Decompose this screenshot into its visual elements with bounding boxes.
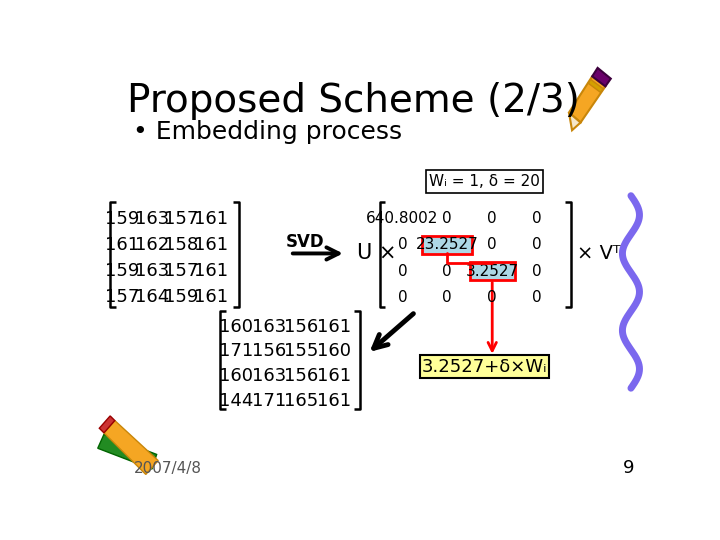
Text: 157: 157 (105, 288, 140, 306)
Text: 159: 159 (164, 288, 199, 306)
Text: 161: 161 (194, 236, 228, 254)
Polygon shape (588, 79, 603, 92)
Text: 0: 0 (443, 264, 452, 279)
Text: 158: 158 (164, 236, 199, 254)
Text: 155: 155 (284, 342, 319, 360)
Text: 161: 161 (317, 392, 351, 409)
Text: 156: 156 (284, 318, 319, 335)
Text: Proposed Scheme (2/3): Proposed Scheme (2/3) (127, 82, 580, 120)
Text: 162: 162 (135, 236, 169, 254)
Text: 0: 0 (397, 238, 407, 253)
FancyBboxPatch shape (423, 236, 472, 254)
Text: 159: 159 (105, 262, 140, 280)
Polygon shape (104, 421, 158, 475)
Text: 165: 165 (284, 392, 319, 409)
Text: 161: 161 (317, 318, 351, 335)
FancyBboxPatch shape (426, 170, 544, 193)
Text: Wᵢ = 1, δ = 20: Wᵢ = 1, δ = 20 (429, 174, 540, 190)
Text: 0: 0 (532, 238, 542, 253)
Text: 157: 157 (164, 262, 199, 280)
Text: 161: 161 (317, 367, 351, 385)
Text: 0: 0 (487, 290, 497, 305)
Text: 157: 157 (164, 210, 199, 228)
Text: 159: 159 (105, 210, 140, 228)
Text: 171: 171 (220, 342, 253, 360)
Text: 0: 0 (443, 290, 452, 305)
Text: 0: 0 (397, 290, 407, 305)
Text: 0: 0 (487, 238, 497, 253)
Text: 161: 161 (194, 210, 228, 228)
Polygon shape (569, 76, 606, 123)
Text: 640.8002: 640.8002 (366, 211, 438, 226)
Polygon shape (569, 112, 580, 130)
Text: 161: 161 (106, 236, 140, 254)
Text: × Vᵀ: × Vᵀ (577, 244, 620, 263)
Text: 0: 0 (397, 264, 407, 279)
Text: 163: 163 (252, 367, 286, 385)
Text: 2007/4/8: 2007/4/8 (133, 461, 202, 476)
Polygon shape (98, 434, 157, 469)
Text: 3.2527: 3.2527 (466, 264, 519, 279)
Text: 163: 163 (135, 210, 169, 228)
Text: 23.2527: 23.2527 (416, 238, 479, 253)
Text: 0: 0 (532, 211, 542, 226)
Text: 144: 144 (220, 392, 253, 409)
Text: 163: 163 (252, 318, 286, 335)
Text: 160: 160 (220, 367, 253, 385)
Text: 160: 160 (317, 342, 351, 360)
Text: 9: 9 (623, 460, 634, 477)
Polygon shape (99, 416, 114, 433)
Text: 0: 0 (443, 211, 452, 226)
Text: U ×: U × (356, 244, 396, 264)
Text: 0: 0 (532, 264, 542, 279)
Text: 3.2527+δ×Wᵢ: 3.2527+δ×Wᵢ (422, 357, 547, 376)
FancyBboxPatch shape (420, 355, 549, 378)
Text: 156: 156 (252, 342, 286, 360)
Text: 171: 171 (252, 392, 286, 409)
Text: 161: 161 (194, 288, 228, 306)
FancyBboxPatch shape (469, 262, 515, 280)
Text: 160: 160 (220, 318, 253, 335)
Text: 164: 164 (135, 288, 169, 306)
Text: 163: 163 (135, 262, 169, 280)
Polygon shape (593, 68, 611, 86)
Text: 156: 156 (284, 367, 319, 385)
Text: 0: 0 (532, 290, 542, 305)
Text: • Embedding process: • Embedding process (132, 120, 402, 144)
Text: SVD: SVD (286, 233, 325, 251)
Text: 0: 0 (487, 211, 497, 226)
Text: 161: 161 (194, 262, 228, 280)
